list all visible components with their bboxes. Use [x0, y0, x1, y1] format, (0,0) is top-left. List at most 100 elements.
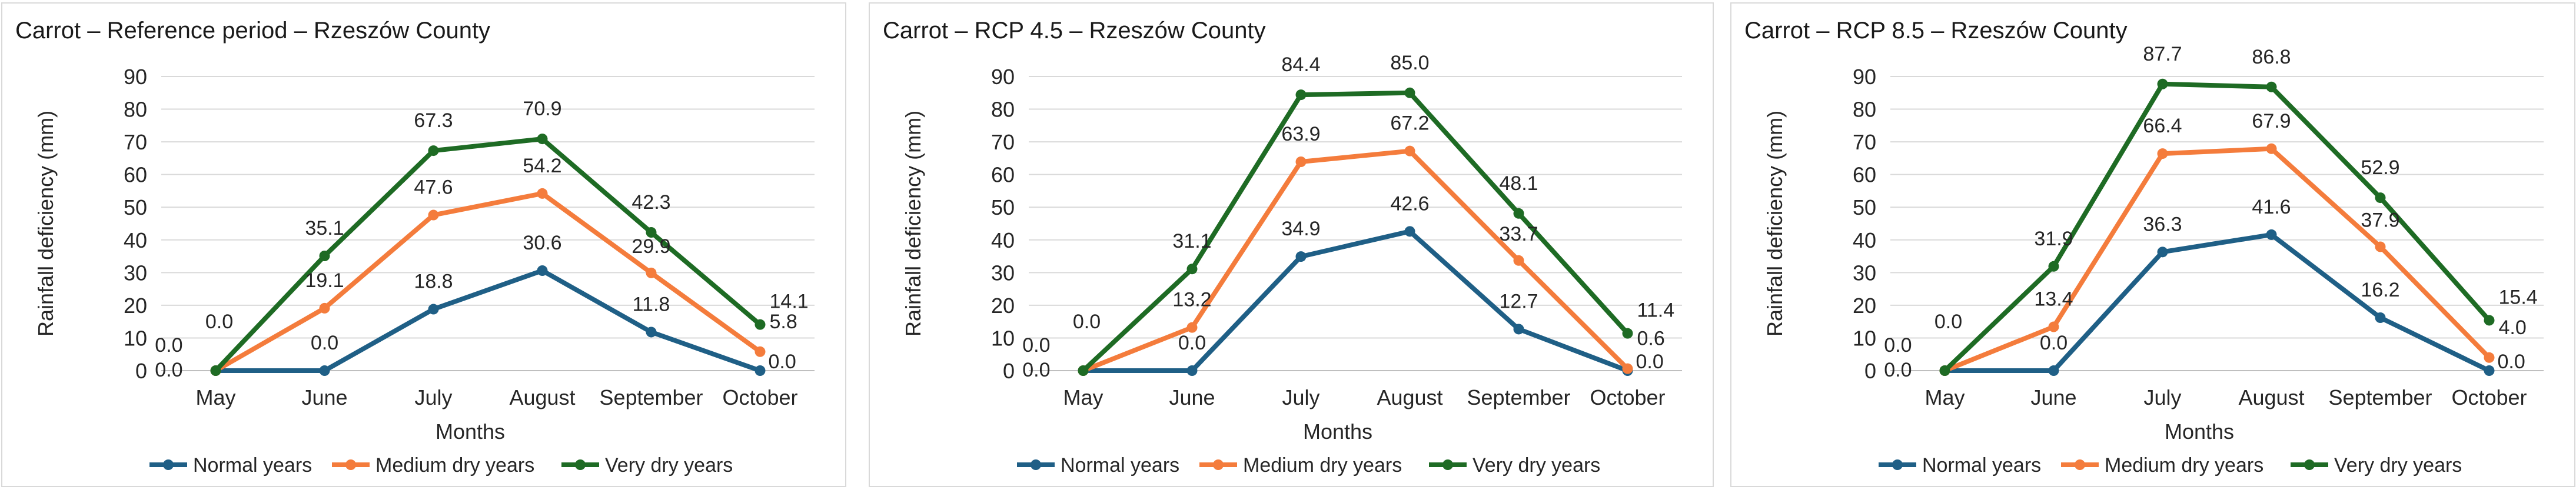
y-tick-label: 70 — [124, 130, 147, 154]
data-point — [2266, 143, 2277, 154]
data-label: 34.9 — [1281, 218, 1320, 240]
data-point — [537, 188, 548, 199]
data-point — [2375, 312, 2386, 323]
y-tick-label: 50 — [991, 195, 1015, 219]
series-line — [1942, 232, 2492, 373]
chart-svg-reference: 0 10 20 30 40 50 60 70 80 90 May June July August Sept… — [34, 65, 815, 477]
data-label: 13.4 — [2034, 288, 2073, 311]
data-label: 52.9 — [2361, 156, 2399, 179]
data-label: 30.6 — [523, 232, 561, 254]
legend-marker — [1442, 459, 1453, 470]
data-point — [428, 145, 439, 156]
data-label: 67.3 — [414, 109, 453, 132]
data-label: 12.7 — [1499, 290, 1538, 312]
data-point — [2157, 148, 2168, 159]
data-label: 42.6 — [1390, 192, 1429, 215]
data-point — [1295, 156, 1307, 167]
data-point — [1404, 145, 1415, 156]
data-point — [646, 327, 657, 338]
y-tick-label: 10 — [124, 326, 147, 350]
chart-svg-rcp85: 0 10 20 30 40 50 60 70 80 90 May June July August Sept… — [1763, 43, 2544, 477]
x-tick-label: July — [2143, 385, 2181, 409]
data-label: 66.4 — [2143, 115, 2182, 137]
y-tick-label: 60 — [991, 163, 1015, 187]
data-label: 54.2 — [523, 155, 561, 177]
data-label: 48.1 — [1499, 172, 1538, 195]
data-label: 18.8 — [414, 271, 453, 293]
data-point — [1404, 226, 1415, 237]
chart-title: Carrot – RCP 8.5 – Rzeszów County — [1744, 18, 2128, 44]
data-point — [319, 251, 330, 261]
data-label: 4.0 — [2499, 317, 2527, 339]
legend-marker — [1892, 459, 1903, 470]
data-point — [2266, 229, 2277, 240]
series-line — [1942, 146, 2492, 373]
chart-title: Carrot – RCP 4.5 – Rzeszów County — [883, 18, 1266, 44]
series-line — [1081, 148, 1630, 373]
data-label: 86.8 — [2252, 46, 2291, 68]
data-label: 0.0 — [1073, 311, 1101, 333]
data-label: 0.0 — [1178, 332, 1206, 354]
y-tick-label: 0 — [1864, 359, 1876, 383]
data-point — [1186, 322, 1198, 333]
y-axis-title: Rainfall deficiency (mm) — [34, 111, 58, 337]
series-line — [213, 191, 763, 373]
data-point — [2157, 78, 2168, 89]
chart-panel-reference: Carrot – Reference period – Rzeszów Coun… — [1, 2, 846, 487]
data-label: 0.0 — [1884, 334, 1912, 357]
y-tick-label: 60 — [124, 163, 147, 187]
y-tick-label: 90 — [1853, 65, 1876, 89]
legend-label: Very dry years — [1473, 454, 1600, 477]
data-label: 0.0 — [1022, 334, 1050, 357]
data-label: 67.9 — [2252, 110, 2291, 132]
x-tick-label: May — [1063, 385, 1103, 409]
data-label: 47.6 — [414, 176, 453, 199]
data-point — [2375, 192, 2386, 204]
x-tick-label: October — [722, 385, 797, 409]
data-label: 11.8 — [633, 293, 670, 315]
data-point — [1295, 89, 1307, 101]
x-tick-label: June — [301, 385, 347, 409]
data-point — [428, 304, 439, 315]
data-label: 29.9 — [631, 235, 670, 258]
y-tick-label: 60 — [1853, 163, 1876, 187]
chart-panel-rcp45: Carrot – RCP 4.5 – Rzeszów County 0 10 20 3… — [869, 2, 1714, 487]
data-label: 0.0 — [155, 334, 182, 357]
data-label: 11.4 — [1637, 299, 1675, 322]
data-point — [646, 267, 657, 278]
data-point — [2484, 352, 2495, 363]
series-line — [1081, 90, 1630, 373]
data-label: 15.4 — [2499, 286, 2538, 308]
y-tick-label: 70 — [1853, 130, 1876, 154]
x-tick-label: May — [1924, 385, 1965, 409]
legend-marker — [1213, 459, 1224, 470]
data-label: 0.6 — [1637, 328, 1665, 350]
y-tick-label: 90 — [991, 65, 1015, 89]
data-point — [1186, 264, 1198, 275]
y-tick-label: 80 — [1853, 98, 1876, 122]
data-label: 42.3 — [631, 191, 670, 214]
y-axis-title: Rainfall deficiency (mm) — [901, 111, 925, 337]
x-tick-label: September — [1467, 385, 1570, 409]
data-label: 0.0 — [1884, 359, 1912, 381]
x-tick-label: October — [2451, 385, 2527, 409]
data-point — [2048, 365, 2059, 376]
legend-marker — [1031, 459, 1041, 470]
x-tick-label: September — [599, 385, 703, 409]
data-point — [428, 209, 439, 221]
data-label: 85.0 — [1390, 52, 1429, 74]
data-label: 0.0 — [769, 351, 796, 373]
legend-marker — [345, 459, 356, 470]
data-point — [1622, 363, 1633, 374]
data-label: 41.6 — [2252, 196, 2291, 218]
data-label: 36.3 — [2143, 213, 2182, 235]
y-tick-label: 50 — [124, 195, 147, 219]
legend-label: Normal years — [193, 454, 312, 477]
data-label: 0.0 — [1636, 351, 1664, 373]
y-tick-label: 40 — [1853, 228, 1876, 252]
y-tick-label: 30 — [1853, 261, 1876, 285]
data-label: 0.0 — [311, 332, 338, 354]
y-tick-label: 10 — [1853, 326, 1876, 350]
data-point — [537, 265, 548, 276]
y-tick-label: 30 — [124, 261, 147, 285]
